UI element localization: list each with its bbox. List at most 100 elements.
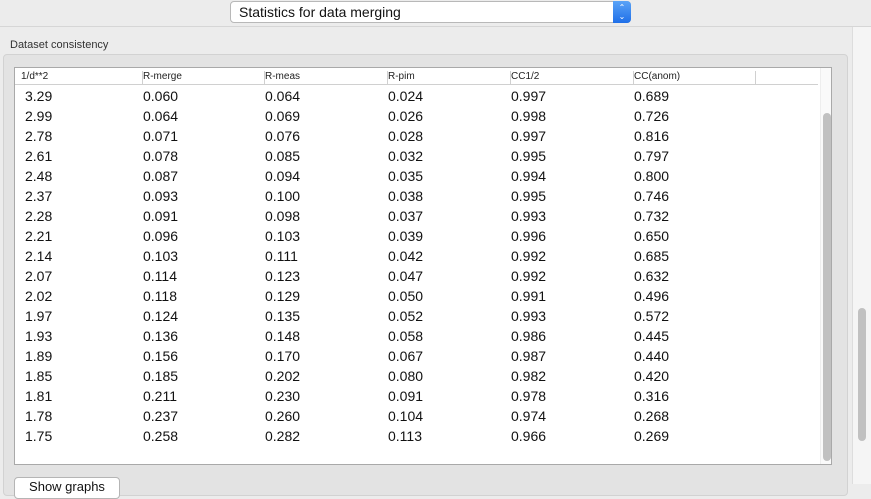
table-cell: 0.268 — [634, 408, 670, 424]
column-header[interactable]: R-meas — [265, 71, 388, 84]
table-cell: 0.991 — [511, 288, 547, 304]
table-cell: 2.07 — [25, 268, 53, 284]
table-cell: 3.29 — [25, 88, 53, 104]
table-cell: 0.997 — [511, 128, 547, 144]
column-header[interactable]: R-pim — [388, 71, 511, 84]
table-row[interactable]: 1.78 0.237 0.260 0.104 0.974 0.268 — [15, 406, 818, 426]
table-row[interactable]: 2.37 0.093 0.100 0.038 0.995 0.746 — [15, 186, 818, 206]
table-row[interactable]: 2.28 0.091 0.098 0.037 0.993 0.732 — [15, 206, 818, 226]
table-cell: 0.038 — [388, 188, 424, 204]
table-cell: 0.103 — [265, 228, 301, 244]
table-cell: 1.93 — [25, 328, 53, 344]
table-cell: 0.420 — [634, 368, 670, 384]
table-cell: 2.02 — [25, 288, 53, 304]
table-cell: 0.650 — [634, 228, 670, 244]
table-row[interactable]: 1.93 0.136 0.148 0.058 0.986 0.445 — [15, 326, 818, 346]
table-row[interactable]: 1.97 0.124 0.135 0.052 0.993 0.572 — [15, 306, 818, 326]
table-cell: 0.995 — [511, 148, 547, 164]
table-cell: 0.978 — [511, 388, 547, 404]
table-cell: 0.202 — [265, 368, 301, 384]
column-header[interactable]: 1/d**2 — [21, 71, 143, 84]
table-cell: 0.260 — [265, 408, 301, 424]
table-row[interactable]: 2.48 0.087 0.094 0.035 0.994 0.800 — [15, 166, 818, 186]
table-row[interactable]: 1.75 0.258 0.282 0.113 0.966 0.269 — [15, 426, 818, 446]
table-cell: 0.997 — [511, 88, 547, 104]
table-cell: 0.689 — [634, 88, 670, 104]
table-row[interactable]: 2.78 0.071 0.076 0.028 0.997 0.816 — [15, 126, 818, 146]
table-cell: 0.028 — [388, 128, 424, 144]
table-cell: 0.797 — [634, 148, 670, 164]
column-header[interactable]: R-merge — [143, 71, 265, 84]
table-cell: 0.136 — [143, 328, 179, 344]
table-row[interactable]: 2.21 0.096 0.103 0.039 0.996 0.650 — [15, 226, 818, 246]
table-cell: 0.103 — [143, 248, 179, 264]
outer-scrollbar[interactable] — [852, 27, 871, 484]
table-cell: 0.685 — [634, 248, 670, 264]
table-cell: 1.97 — [25, 308, 53, 324]
toolbar: Statistics for data merging ⌃ ⌄ — [0, 0, 871, 27]
table-cell: 0.993 — [511, 208, 547, 224]
table-cell: 0.269 — [634, 428, 670, 444]
table-cell: 0.572 — [634, 308, 670, 324]
table-cell: 0.992 — [511, 268, 547, 284]
table-cell: 0.058 — [388, 328, 424, 344]
table-cell: 0.966 — [511, 428, 547, 444]
table-cell: 1.89 — [25, 348, 53, 364]
table-cell: 0.170 — [265, 348, 301, 364]
column-header[interactable]: CC1/2 — [511, 71, 634, 84]
table-cell: 2.99 — [25, 108, 53, 124]
table-cell: 0.060 — [143, 88, 179, 104]
table-cell: 0.067 — [388, 348, 424, 364]
table-cell: 0.064 — [143, 108, 179, 124]
table-cell: 1.81 — [25, 388, 53, 404]
table-row[interactable]: 1.85 0.185 0.202 0.080 0.982 0.420 — [15, 366, 818, 386]
table-cell: 0.123 — [265, 268, 301, 284]
table-row[interactable]: 2.61 0.078 0.085 0.032 0.995 0.797 — [15, 146, 818, 166]
table-cell: 0.094 — [265, 168, 301, 184]
table-row[interactable]: 2.02 0.118 0.129 0.050 0.991 0.496 — [15, 286, 818, 306]
table-cell: 2.37 — [25, 188, 53, 204]
table-cell: 0.052 — [388, 308, 424, 324]
statistics-select[interactable]: Statistics for data merging ⌃ ⌄ — [230, 1, 631, 23]
table-cell: 0.026 — [388, 108, 424, 124]
table-cell: 0.032 — [388, 148, 424, 164]
table-header: 1/d**2 R-merge R-meas R-pim CC1/2 CC(anom) — [15, 69, 818, 85]
table-cell: 0.085 — [265, 148, 301, 164]
column-header[interactable]: CC(anom) — [634, 71, 756, 84]
table-cell: 0.069 — [265, 108, 301, 124]
table-cell: 0.316 — [634, 388, 670, 404]
table-cell: 0.114 — [143, 268, 177, 284]
table-scrollbar-thumb[interactable] — [823, 113, 831, 461]
table-cell: 2.48 — [25, 168, 53, 184]
table-cell: 0.726 — [634, 108, 670, 124]
table-cell: 0.100 — [265, 188, 301, 204]
table-cell: 0.982 — [511, 368, 547, 384]
table-cell: 0.282 — [265, 428, 301, 444]
table-cell: 0.050 — [388, 288, 424, 304]
table-cell: 0.091 — [388, 388, 424, 404]
statistics-select-value: Statistics for data merging — [239, 4, 401, 20]
table-cell: 0.096 — [143, 228, 179, 244]
table-cell: 0.071 — [143, 128, 179, 144]
table-row[interactable]: 1.81 0.211 0.230 0.091 0.978 0.316 — [15, 386, 818, 406]
show-graphs-button[interactable]: Show graphs — [14, 477, 120, 499]
table-cell: 0.746 — [634, 188, 670, 204]
table-cell: 2.21 — [25, 228, 53, 244]
table-cell: 0.087 — [143, 168, 179, 184]
table-row[interactable]: 3.29 0.060 0.064 0.024 0.997 0.689 — [15, 86, 818, 106]
chevron-up-down-icon: ⌃ ⌄ — [613, 1, 631, 23]
table-cell: 0.124 — [143, 308, 179, 324]
outer-scrollbar-thumb[interactable] — [858, 308, 866, 441]
table-scrollbar[interactable] — [820, 68, 831, 464]
table-cell: 0.816 — [634, 128, 670, 144]
table-row[interactable]: 2.14 0.103 0.111 0.042 0.992 0.685 — [15, 246, 818, 266]
table-row[interactable]: 2.99 0.064 0.069 0.026 0.998 0.726 — [15, 106, 818, 126]
table-row[interactable]: 1.89 0.156 0.170 0.067 0.987 0.440 — [15, 346, 818, 366]
group-title: Dataset consistency — [10, 39, 109, 51]
table-cell: 0.993 — [511, 308, 547, 324]
table-cell: 0.098 — [265, 208, 301, 224]
table-cell: 2.78 — [25, 128, 53, 144]
table-cell: 0.129 — [265, 288, 301, 304]
table-cell: 0.445 — [634, 328, 670, 344]
table-row[interactable]: 2.07 0.114 0.123 0.047 0.992 0.632 — [15, 266, 818, 286]
